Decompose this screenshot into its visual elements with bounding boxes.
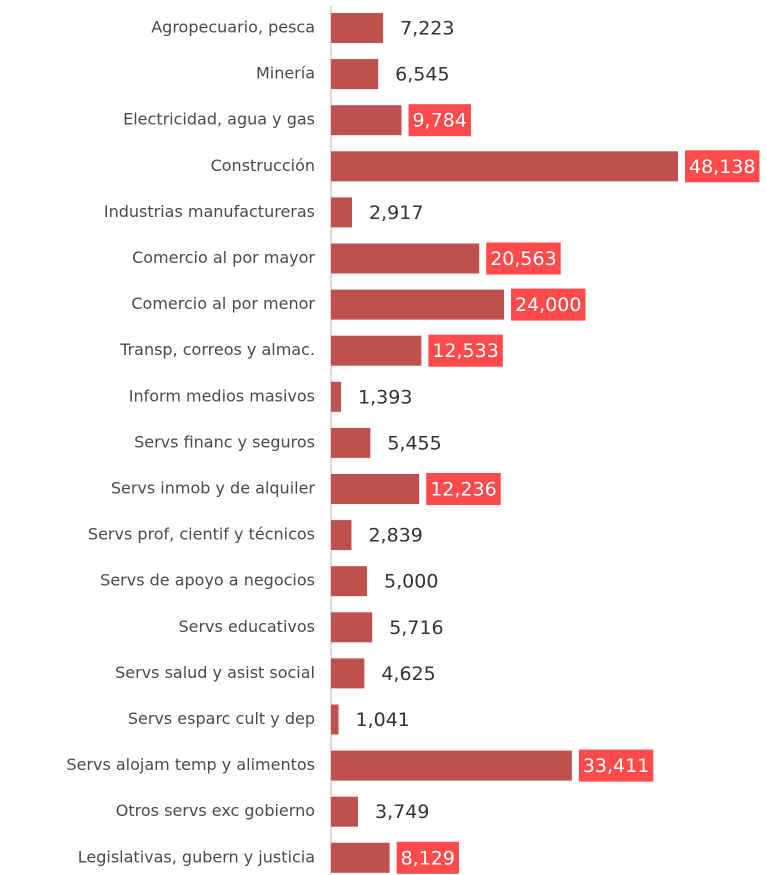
bar [331,335,422,366]
value-label: 33,411 [583,755,649,777]
value-label-box [685,150,760,183]
value-label-box [511,288,586,321]
value-label: 6,545 [395,64,449,86]
bar [331,197,353,228]
category-label: Otros servs exc gobierno [116,801,315,820]
value-label: 20,563 [490,248,556,270]
value-label-box [426,473,501,505]
value-label-box [578,749,654,782]
bar [331,750,572,781]
category-label: Inform medios masivos [129,386,315,405]
value-label: 5,000 [384,571,438,593]
category-label: Servs alojam temp y alimentos [66,755,315,774]
bar [331,105,402,136]
category-label: Servs salud y asist social [115,663,315,682]
value-label-box [396,841,460,874]
bar [331,474,420,504]
value-label-box [428,334,503,367]
bar [331,520,352,551]
value-label: 3,749 [375,801,429,823]
bar [331,243,480,274]
value-label: 12,236 [430,479,496,501]
category-label: Servs prof, cientif y técnicos [88,525,315,544]
bar [331,59,379,90]
category-label: Servs educativos [178,617,315,636]
bar [331,612,373,643]
category-label: Comercio al por mayor [132,248,315,267]
value-label: 2,839 [368,525,422,547]
value-label: 8,129 [401,847,455,869]
bar [331,566,368,597]
value-label: 4,625 [381,663,435,685]
value-label: 24,000 [515,294,581,316]
bar [331,151,678,182]
bar [331,289,505,320]
category-label: Minería [256,64,315,83]
category-label: Servs esparc cult y dep [128,709,315,728]
value-label: 1,041 [356,709,410,731]
bar [331,427,371,458]
value-label: 9,784 [413,110,467,132]
category-label: Comercio al por menor [131,294,315,313]
category-label: Electricidad, agua y gas [123,110,315,129]
category-label: Transp, correos y almac. [119,340,315,359]
category-label: Industrias manufactureras [104,202,315,221]
value-label: 1,393 [358,386,412,408]
value-label: 5,455 [387,432,441,454]
value-label-box [486,242,561,275]
value-label: 5,716 [389,617,443,639]
value-label: 2,917 [369,202,423,224]
value-label-box [408,104,471,137]
bar [331,796,359,827]
category-label: Servs inmob y de alquiler [111,479,316,498]
category-label: Servs financ y seguros [134,432,315,451]
bar [331,13,384,43]
bar [331,381,342,412]
category-label: Legislativas, gubern y justicia [78,847,315,866]
category-label: Agropecuario, pesca [151,18,315,37]
value-label: 7,223 [400,18,454,40]
value-label: 48,138 [689,156,755,178]
value-label: 12,533 [432,340,498,362]
bar [331,658,365,689]
category-label: Construcción [211,156,315,175]
bar [331,842,390,873]
category-label: Servs de apoyo a negocios [100,571,315,590]
bar [331,704,339,735]
